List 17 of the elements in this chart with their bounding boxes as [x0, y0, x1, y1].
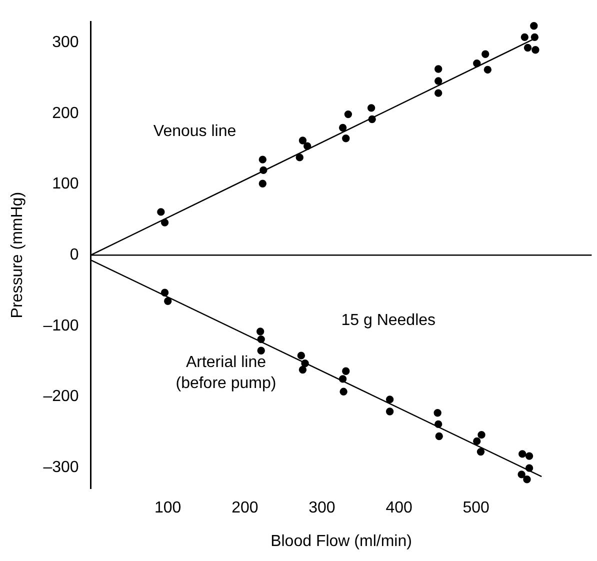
x-tick-label: 500 [462, 500, 490, 517]
annotation: 15 g Needles [341, 312, 436, 329]
annotation: Arterial line (before pump) [176, 354, 276, 392]
y-tick-label: –200 [43, 388, 79, 406]
x-tick-label: 300 [308, 500, 336, 517]
x-tick-label: 200 [232, 500, 258, 517]
y-tick-label: –300 [43, 458, 79, 476]
annotation: Venous line [153, 122, 236, 140]
y-tick-label: 300 [52, 34, 79, 52]
x-tick-label: 100 [154, 500, 182, 517]
y-tick-label: 200 [52, 104, 79, 122]
y-tick-label: 0 [70, 246, 79, 264]
y-tick-label: 100 [52, 176, 79, 193]
y-tick-label: –100 [43, 317, 79, 334]
x-axis-title: Blood Flow (ml/min) [270, 532, 412, 550]
x-tick-label: 400 [386, 500, 412, 517]
y-axis-title: Pressure (mmHg) [9, 192, 26, 318]
